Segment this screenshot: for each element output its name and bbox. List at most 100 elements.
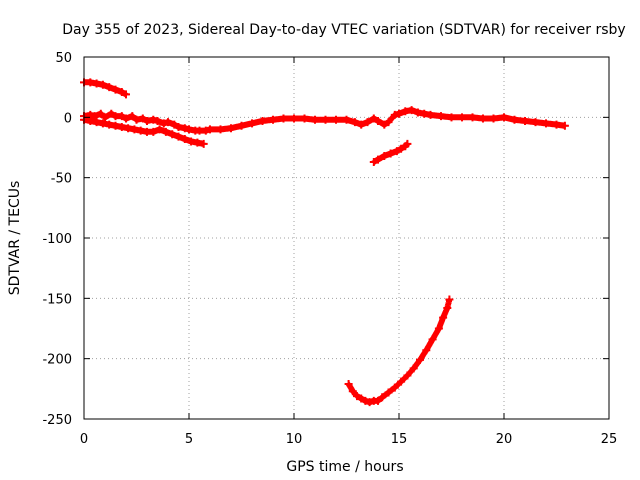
x-tick-label-5: 25 xyxy=(601,432,618,447)
data-point-0-1 xyxy=(86,78,95,87)
data-point-1-46 xyxy=(395,109,403,118)
x-tick-label-1: 5 xyxy=(185,432,193,447)
data-point-2-19 xyxy=(199,139,208,148)
data-point-0-3 xyxy=(98,80,107,89)
data-point-3-1 xyxy=(374,155,382,164)
data-point-4-13 xyxy=(409,364,418,373)
data-point-2-8 xyxy=(130,125,139,134)
data-point-1-42 xyxy=(374,116,382,125)
data-point-1-23 xyxy=(201,126,210,135)
data-series xyxy=(80,78,569,407)
data-point-1-52 xyxy=(437,112,445,121)
data-point-2-16 xyxy=(180,135,189,144)
data-point-1-60 xyxy=(521,116,529,125)
data-point-2-3 xyxy=(98,119,107,128)
data-point-1-41 xyxy=(369,114,378,123)
data-point-1-49 xyxy=(413,108,422,117)
data-point-1-10 xyxy=(132,115,141,124)
x-axis-label: GPS time / hours xyxy=(286,459,403,475)
gridlines xyxy=(84,57,609,419)
data-point-2-15 xyxy=(174,132,183,141)
y-tick-label-6: -250 xyxy=(42,413,72,428)
y-tick-label-5: -200 xyxy=(42,353,72,368)
series-trace-4 xyxy=(345,296,453,406)
data-point-1-34 xyxy=(311,115,319,124)
data-point-4-2 xyxy=(353,392,361,401)
data-point-0-5 xyxy=(111,85,120,94)
data-point-1-61 xyxy=(531,118,540,127)
data-point-1-43 xyxy=(380,120,389,129)
data-point-1-18 xyxy=(174,122,183,131)
data-point-3-2 xyxy=(380,151,389,160)
data-point-2-2 xyxy=(92,118,101,127)
data-point-1-33 xyxy=(300,114,309,123)
data-point-1-44 xyxy=(384,118,393,127)
data-point-3-4 xyxy=(392,147,401,156)
data-point-2-4 xyxy=(105,120,114,129)
x-tick-label-0: 0 xyxy=(80,432,88,447)
data-point-1-12 xyxy=(143,116,151,125)
data-point-4-17 xyxy=(434,324,443,333)
data-point-1-31 xyxy=(279,114,288,123)
series-deep-trough xyxy=(344,295,454,407)
y-tick-label-1: 0 xyxy=(64,111,72,126)
data-point-1-17 xyxy=(170,120,179,129)
data-point-3-0 xyxy=(369,157,378,166)
data-point-1-62 xyxy=(542,119,550,128)
data-point-1-38 xyxy=(350,118,359,127)
data-point-1-13 xyxy=(149,115,158,124)
series-upper-start xyxy=(80,78,130,99)
data-point-1-51 xyxy=(426,110,435,119)
data-point-1-58 xyxy=(500,113,508,122)
data-point-1-7 xyxy=(117,112,126,121)
data-point-1-3 xyxy=(96,109,105,118)
data-point-4-9 xyxy=(384,388,393,397)
data-point-1-20 xyxy=(185,125,193,134)
data-point-1-26 xyxy=(227,124,235,133)
y-tick-label-4: -150 xyxy=(42,292,72,307)
data-point-4-3 xyxy=(357,394,366,403)
data-point-1-30 xyxy=(269,115,277,124)
chart-title: Day 355 of 2023, Sidereal Day-to-day VTE… xyxy=(62,22,625,38)
y-axis-label: SDTVAR / TECUs xyxy=(7,181,23,296)
series-lower-branch xyxy=(80,115,208,148)
data-point-1-8 xyxy=(122,114,130,123)
data-point-1-5 xyxy=(107,109,116,118)
data-point-2-14 xyxy=(168,130,177,139)
data-point-1-37 xyxy=(342,115,351,124)
x-tick-label-2: 10 xyxy=(286,432,303,447)
data-point-2-1 xyxy=(86,116,95,125)
data-point-4-5 xyxy=(365,398,374,407)
y-tick-label-2: -50 xyxy=(51,172,72,187)
data-point-1-11 xyxy=(138,114,147,123)
data-point-1-15 xyxy=(159,119,168,128)
x-tick-label-3: 15 xyxy=(391,432,408,447)
data-point-1-9 xyxy=(128,112,137,121)
data-point-4-14 xyxy=(416,355,424,364)
data-point-1-39 xyxy=(357,120,366,129)
x-tick-label-4: 20 xyxy=(496,432,513,447)
data-point-0-6 xyxy=(117,87,126,96)
data-point-4-0 xyxy=(344,380,353,389)
data-point-2-17 xyxy=(187,137,196,146)
data-point-2-18 xyxy=(193,138,202,147)
data-point-2-5 xyxy=(111,121,120,130)
data-point-3-7 xyxy=(403,139,412,148)
data-point-1-32 xyxy=(290,114,298,123)
series-mid-dip xyxy=(369,139,412,166)
data-point-1-54 xyxy=(458,113,466,122)
data-point-0-7 xyxy=(122,90,130,99)
data-point-1-48 xyxy=(407,106,416,115)
data-point-1-25 xyxy=(216,125,225,134)
data-point-4-1 xyxy=(348,387,357,396)
data-point-1-53 xyxy=(447,113,456,122)
data-point-4-11 xyxy=(397,377,406,386)
data-point-1-55 xyxy=(468,113,477,122)
data-point-0-4 xyxy=(105,83,114,92)
data-point-1-47 xyxy=(401,107,410,116)
data-point-3-5 xyxy=(397,144,406,153)
data-point-1-59 xyxy=(510,115,519,124)
data-point-2-11 xyxy=(149,127,158,136)
data-point-0-2 xyxy=(92,79,101,88)
